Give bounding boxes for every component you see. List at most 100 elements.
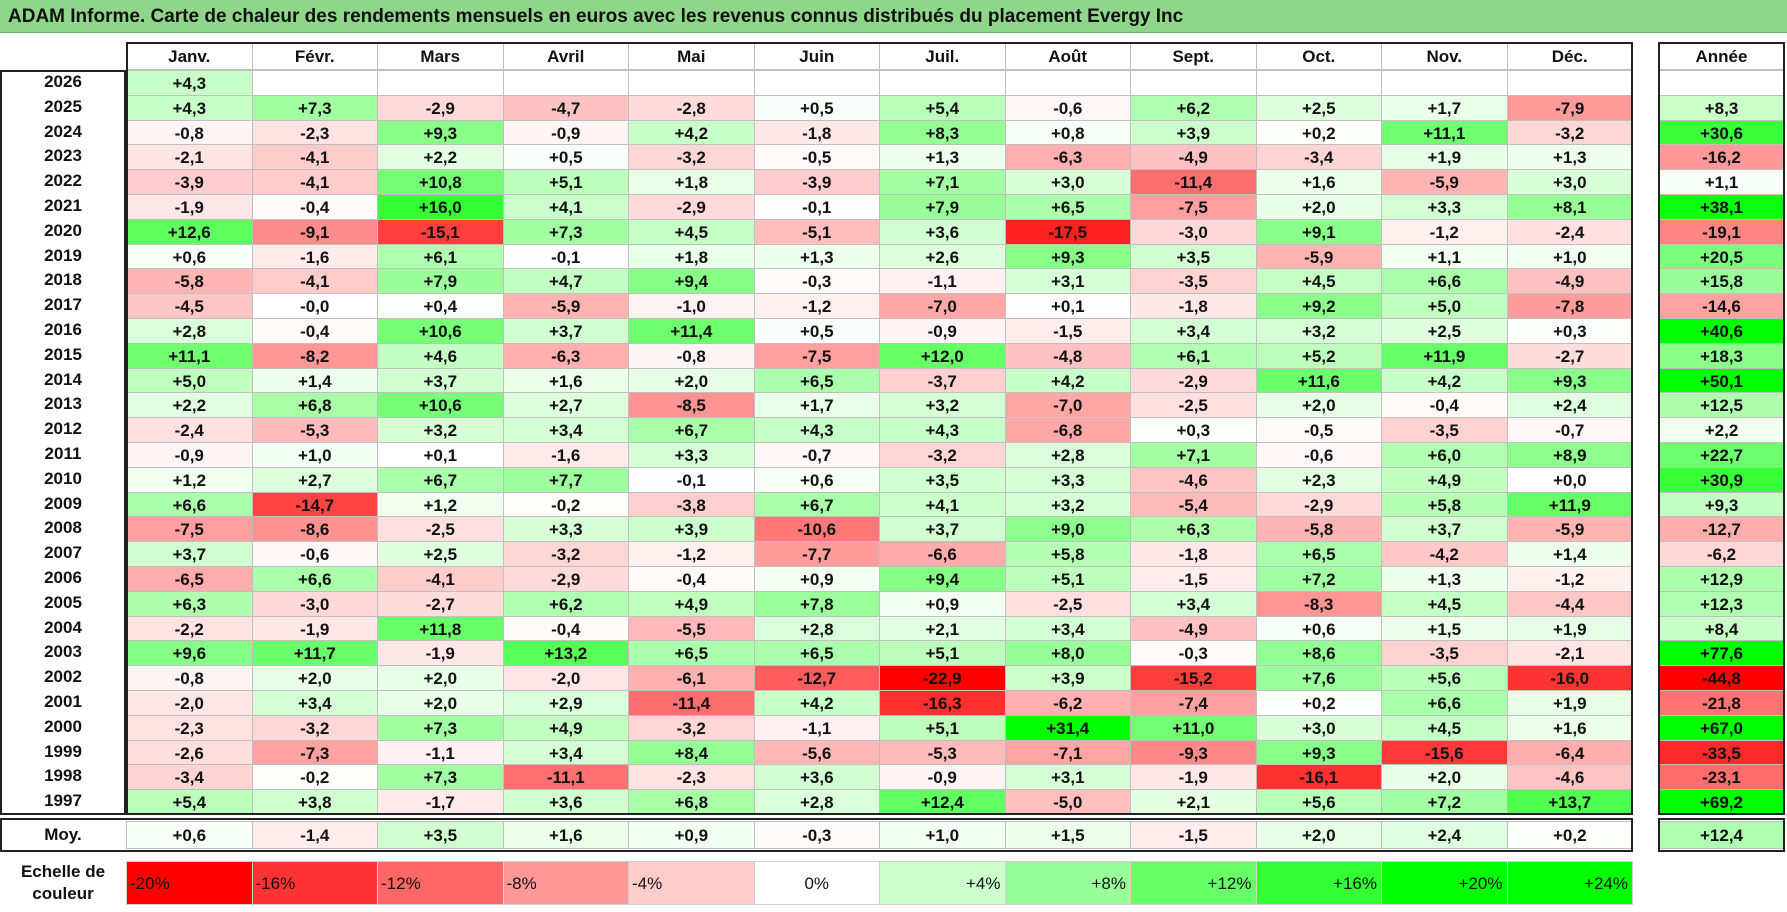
heatmap-cell: -5,5 <box>628 615 755 642</box>
heatmap-cell: +3,5 <box>1130 243 1257 270</box>
heatmap-cell: +4,5 <box>1381 714 1508 741</box>
heatmap-cell: +9,6 <box>126 640 253 667</box>
heatmap-cell <box>1506 70 1633 96</box>
heatmap-cell: +11,9 <box>1381 342 1508 369</box>
heatmap-cell: -2,8 <box>628 94 755 121</box>
heatmap-cell: +7,2 <box>1255 566 1382 592</box>
year-label: 2008 <box>0 516 126 542</box>
heatmap-cell: -7,9 <box>1506 94 1633 121</box>
year-label: 2020 <box>0 218 126 244</box>
average-cell: -1,4 <box>251 821 378 849</box>
heatmap-cell: +11,1 <box>126 342 253 369</box>
heatmap-cell: -1,6 <box>251 243 378 270</box>
heatmap-cell: -5,9 <box>1381 169 1508 195</box>
month-header: Août <box>1004 42 1131 70</box>
heatmap-cell: -5,8 <box>1255 516 1382 543</box>
heatmap-cell: +7,6 <box>1255 665 1382 691</box>
heatmap-cell: +3,3 <box>628 442 755 468</box>
heatmap-cell: +4,5 <box>628 218 755 245</box>
month-header: Nov. <box>1381 42 1508 70</box>
year-label: 2021 <box>0 194 126 219</box>
color-scale-step: +16% <box>1255 861 1382 905</box>
heatmap-cell <box>879 70 1006 96</box>
heatmap-cell: -4,1 <box>377 566 504 592</box>
month-header: Mai <box>628 42 755 70</box>
heatmap-cell: +1,4 <box>251 367 378 394</box>
heatmap-cell: +1,8 <box>628 243 755 270</box>
heatmap-cell: +2,8 <box>1004 442 1131 468</box>
heatmap-cell: +2,7 <box>251 466 378 493</box>
heatmap-cell: -11,1 <box>502 764 629 791</box>
heatmap-cell: +3,4 <box>251 690 378 716</box>
month-header: Janv. <box>126 42 253 70</box>
heatmap-cell: +11,1 <box>1381 119 1508 146</box>
heatmap-cell: +1,0 <box>251 442 378 468</box>
heatmap-cell: +6,1 <box>377 243 504 270</box>
year-label: 2000 <box>0 714 126 740</box>
average-cell: +2,0 <box>1255 821 1382 849</box>
heatmap-cell: -5,1 <box>753 218 880 245</box>
year-label: 2017 <box>0 293 126 318</box>
heatmap-cell <box>1130 70 1257 96</box>
heatmap-cell: -7,0 <box>1004 392 1131 419</box>
heatmap-cell: -7,4 <box>1130 690 1257 716</box>
average-cell: +0,2 <box>1506 821 1633 849</box>
heatmap-cell: -0,9 <box>879 318 1006 344</box>
heatmap-cell: -12,7 <box>753 665 880 691</box>
heatmap-cell: +0,6 <box>1255 615 1382 642</box>
year-label: 2005 <box>0 590 126 616</box>
heatmap-cell: -14,7 <box>251 491 378 518</box>
heatmap-cell: -2,5 <box>1004 590 1131 617</box>
heatmap-cell <box>1255 70 1382 96</box>
color-scale-step: +12% <box>1130 861 1257 905</box>
year-label: 2004 <box>0 615 126 641</box>
heatmap-cell: -0,5 <box>753 144 880 171</box>
year-label: 2023 <box>0 144 126 170</box>
heatmap-cell: +7,8 <box>753 590 880 617</box>
heatmap-cell: +0,2 <box>1255 690 1382 716</box>
heatmap-cell: +1,9 <box>1506 690 1633 716</box>
heatmap-cell: +6,5 <box>628 640 755 667</box>
year-label: 1999 <box>0 739 126 765</box>
average-label: Moy. <box>0 821 126 849</box>
heatmap-cell: -6,5 <box>126 566 253 592</box>
heatmap-cell: +1,3 <box>753 243 880 270</box>
heatmap-cell: +2,1 <box>879 615 1006 642</box>
heatmap-cell: -10,6 <box>753 516 880 543</box>
heatmap-cell: +1,3 <box>1506 144 1633 171</box>
heatmap-cell: -0,7 <box>753 442 880 468</box>
heatmap-cell: -5,3 <box>879 739 1006 766</box>
heatmap-cell: +1,4 <box>1506 541 1633 567</box>
heatmap-cell: +8,1 <box>1506 194 1633 220</box>
heatmap-cell: +0,6 <box>753 466 880 493</box>
heatmap-cell: +4,5 <box>1381 590 1508 617</box>
annual-cell: -16,2 <box>1658 144 1785 171</box>
heatmap-cell: -1,1 <box>879 268 1006 295</box>
heatmap-cell: -2,5 <box>1130 392 1257 419</box>
annual-cell: +22,7 <box>1658 442 1785 468</box>
heatmap-cell: +3,2 <box>1004 491 1131 518</box>
heatmap-cell: +3,1 <box>1004 268 1131 295</box>
heatmap-cell: +7,2 <box>1381 789 1508 815</box>
heatmap-cell: -16,0 <box>1506 665 1633 691</box>
heatmap-cell: +5,6 <box>1381 665 1508 691</box>
heatmap-cell: +1,8 <box>628 169 755 195</box>
year-label: 2019 <box>0 243 126 269</box>
heatmap-cell: +9,2 <box>1255 293 1382 319</box>
heatmap-cell: -0,3 <box>753 268 880 295</box>
heatmap-cell: -15,1 <box>377 218 504 245</box>
heatmap-cell: +2,0 <box>1255 194 1382 220</box>
heatmap-cell: +3,2 <box>879 392 1006 419</box>
month-header: Févr. <box>251 42 378 70</box>
heatmap-cell: +5,1 <box>1004 566 1131 592</box>
heatmap-cell: +7,3 <box>502 218 629 245</box>
heatmap-cell: -0,6 <box>1255 442 1382 468</box>
heatmap-cell: -1,9 <box>251 615 378 642</box>
annual-cell: +9,3 <box>1658 491 1785 518</box>
heatmap-cell: -1,9 <box>377 640 504 667</box>
heatmap-cell: +0,6 <box>126 243 253 270</box>
heatmap-cell: +7,1 <box>879 169 1006 195</box>
heatmap-cell: -3,4 <box>1255 144 1382 171</box>
annual-cell: +12,5 <box>1658 392 1785 419</box>
color-scale-step: -12% <box>377 861 504 905</box>
